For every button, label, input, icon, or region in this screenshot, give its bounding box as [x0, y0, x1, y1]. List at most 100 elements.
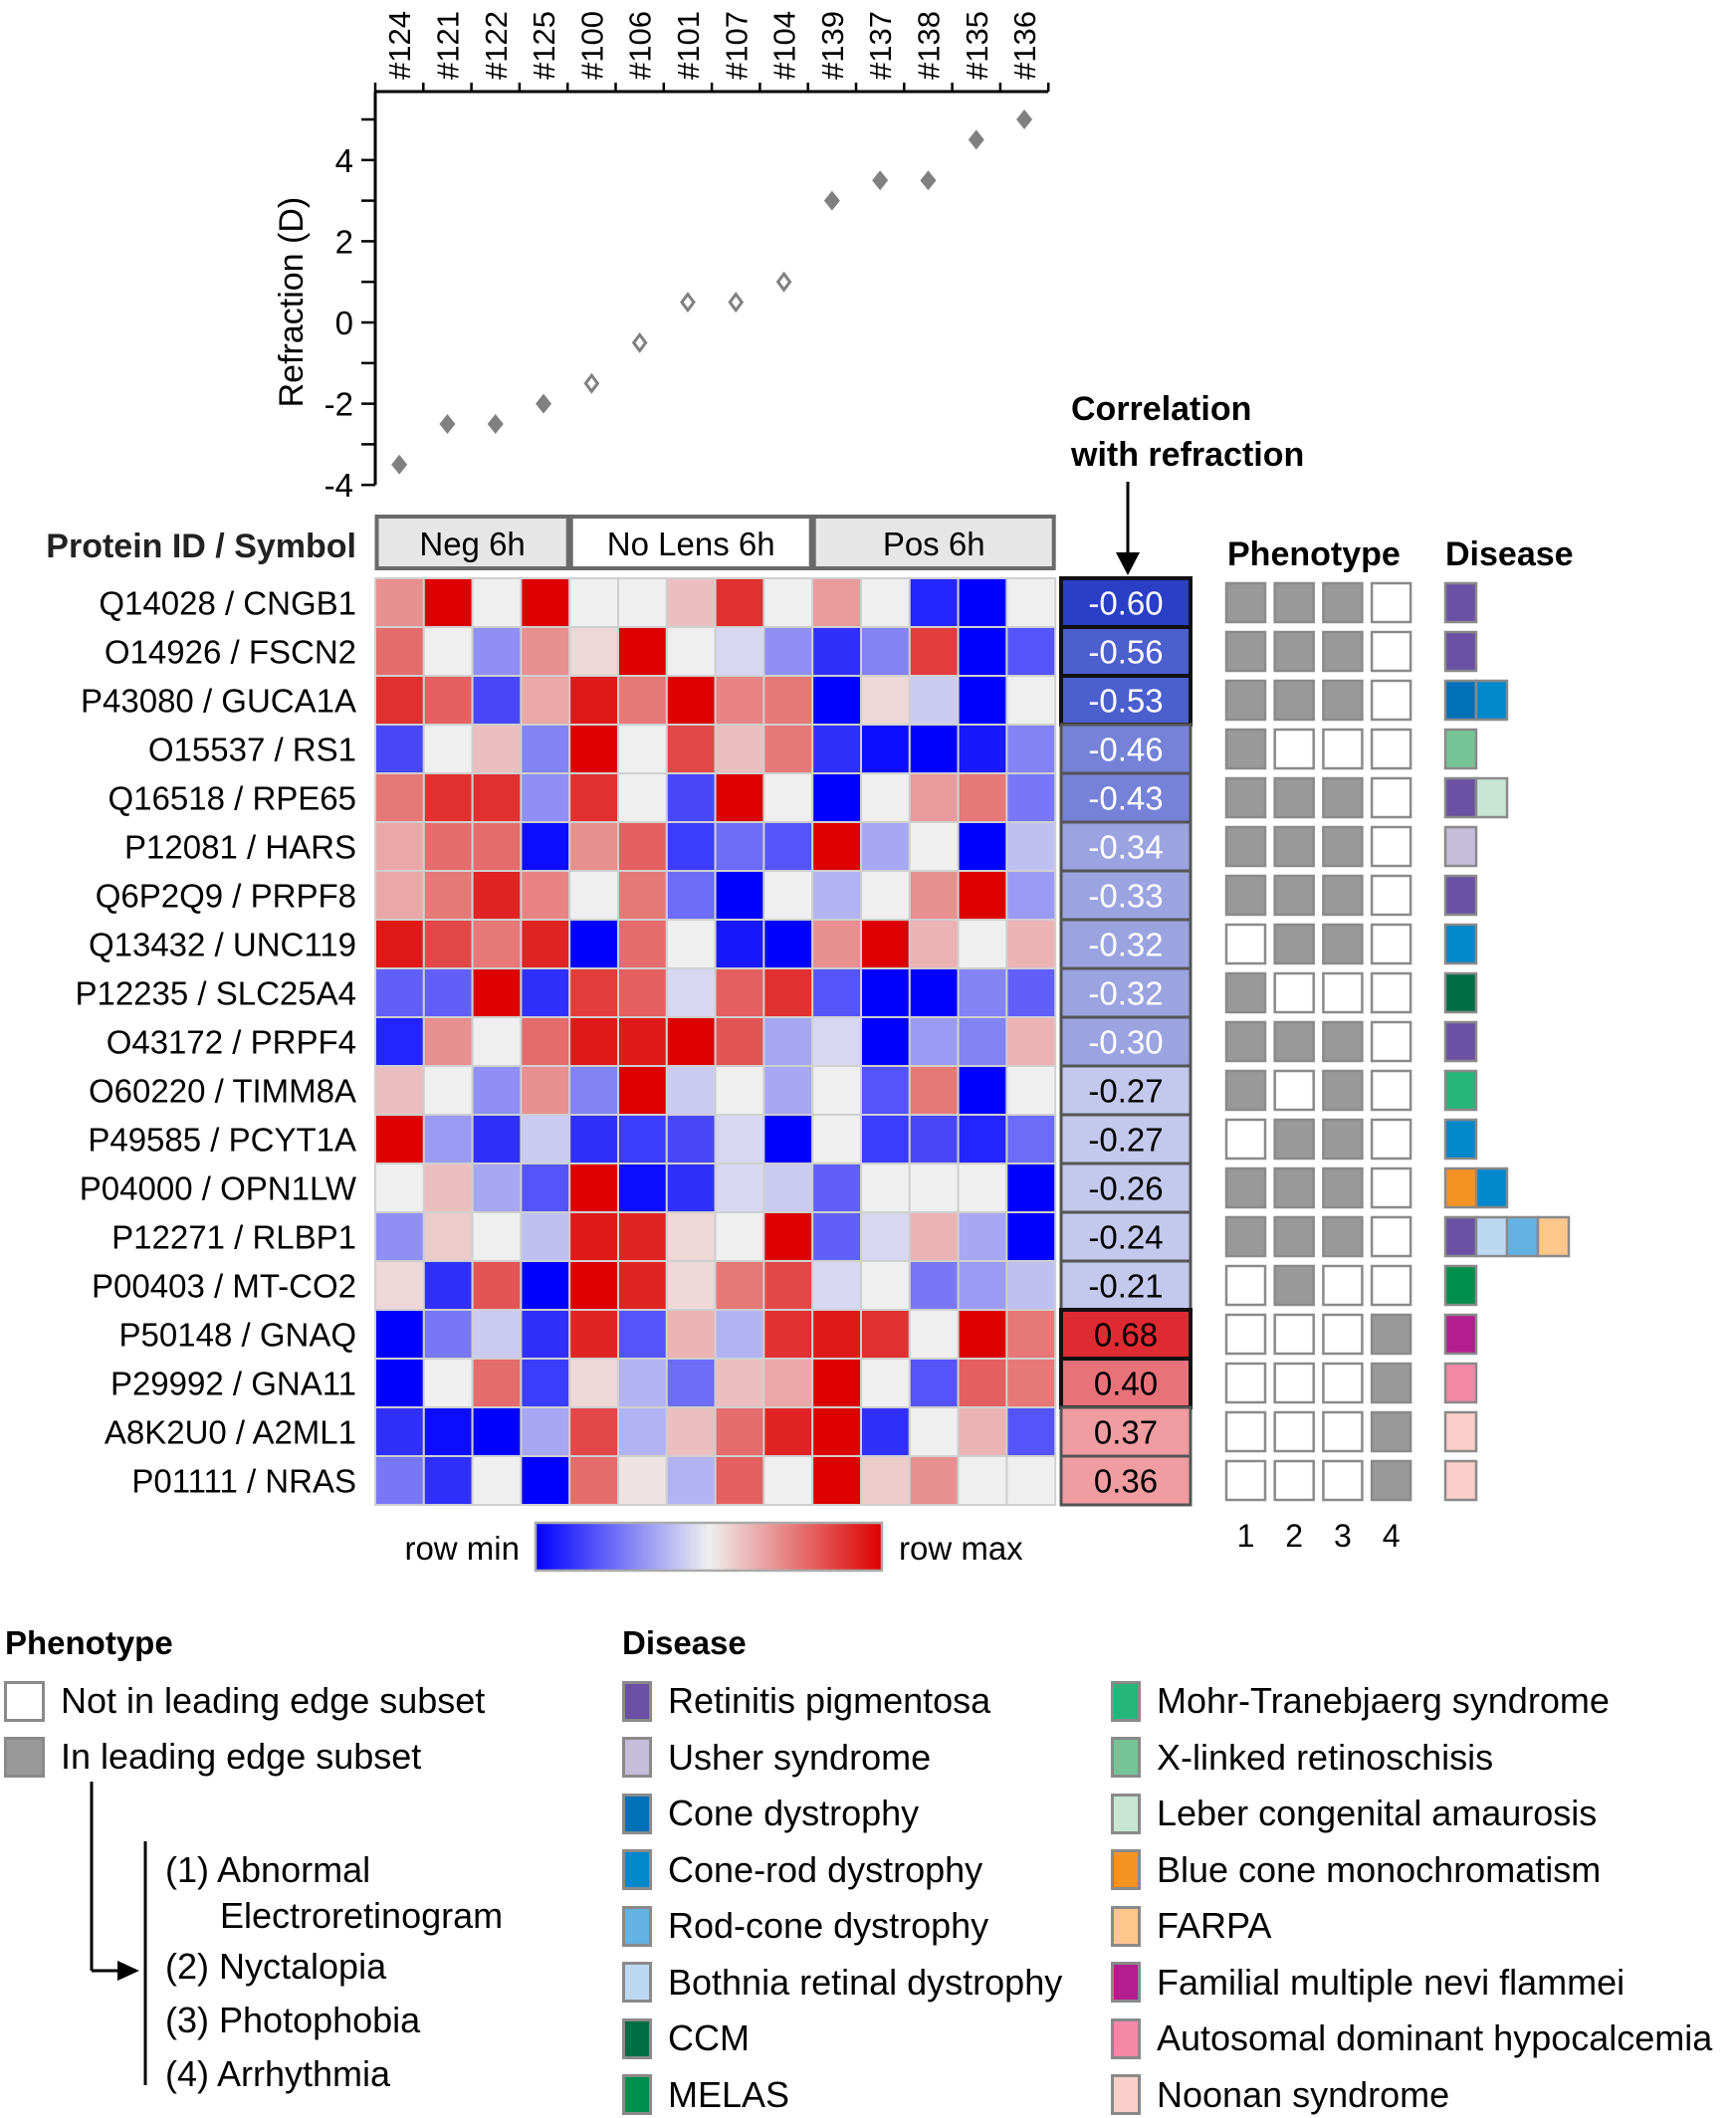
- heatmap-cell: [714, 1114, 765, 1165]
- disease-legend-label: Mohr-Tranebjaerg syndrome: [1157, 1680, 1610, 1721]
- heatmap-cell: [714, 1406, 765, 1457]
- disease-legend-label: Leber congenital amaurosis: [1157, 1793, 1598, 1833]
- phenotype-cell-out: [1370, 1069, 1412, 1112]
- heatmap-cell: [957, 724, 1008, 774]
- heatmap-cell: [520, 1455, 571, 1506]
- disease-legend-item: Rod-cone dystrophy: [622, 1905, 988, 1947]
- phenotype-cell-out: [1370, 630, 1412, 673]
- heatmap-cell: [374, 626, 425, 677]
- disease-legend-label: FARPA: [1157, 1905, 1272, 1946]
- heatmap-cell: [617, 1114, 668, 1165]
- heatmap-cell: [811, 919, 863, 969]
- disease-legend-item: CCM: [622, 2017, 750, 2059]
- heatmap-cell: [1005, 577, 1057, 628]
- heatmap-cell: [568, 967, 620, 1018]
- heatmap-cell: [714, 1163, 765, 1213]
- heatmap-cell: [714, 772, 765, 823]
- heatmap-cell: [422, 1406, 474, 1457]
- phenotype-item-label: Nyctalopia: [219, 1946, 387, 1987]
- heatmap-cell: [617, 1065, 668, 1116]
- heatmap-cell: [714, 675, 765, 726]
- correlation-cell: [1059, 869, 1193, 922]
- phenotype-cell-out: [1322, 1362, 1364, 1404]
- heatmap-cell: [957, 1455, 1008, 1506]
- heatmap-cell: [617, 1211, 668, 1262]
- heatmap-cell: [908, 821, 960, 872]
- phenotype-cell-out: [1224, 1459, 1267, 1502]
- heatmap-cell: [860, 1309, 911, 1360]
- data-point-filled: [439, 414, 456, 434]
- heatmap-cell: [665, 1114, 717, 1165]
- column-group-header: [374, 515, 570, 570]
- heatmap-cell: [568, 1309, 620, 1360]
- heatmap-cell: [762, 1016, 814, 1067]
- phenotype-cell-out: [1224, 1362, 1267, 1404]
- row-label: O43172 / PRPF4: [107, 1024, 356, 1061]
- phenotype-cell-in: [1370, 1313, 1412, 1356]
- phenotype-cell-in: [1273, 1020, 1315, 1063]
- heatmap-cell: [374, 1163, 425, 1213]
- heatmap-cell: [860, 626, 911, 677]
- correlation-value: 0.36: [1094, 1463, 1158, 1500]
- x-tick-label: #122: [479, 11, 514, 80]
- phenotype-cell-out: [1370, 679, 1412, 722]
- x-tick-label: #100: [574, 11, 609, 80]
- heatmap-cell: [811, 1309, 863, 1360]
- heatmap-cell: [422, 1065, 474, 1116]
- phenotype-cell-in: [1273, 630, 1315, 673]
- phenotype-cell-out: [1224, 1410, 1267, 1453]
- phenotype-cell-in: [1322, 1020, 1364, 1063]
- heatmap-cell: [520, 821, 571, 872]
- heatmap-cell: [422, 1114, 474, 1165]
- heatmap-cell: [1005, 1065, 1057, 1116]
- heatmap-cell: [811, 1016, 863, 1067]
- heatmap-cell: [471, 1309, 523, 1360]
- disease-legend-swatch: [622, 1962, 652, 2003]
- heatmap-cell: [957, 919, 1008, 969]
- heatmap-cell: [957, 1163, 1008, 1213]
- heatmap-cell: [714, 919, 765, 969]
- x-tick-label: #125: [527, 11, 561, 80]
- disease-legend-swatch: [622, 1793, 652, 1834]
- heatmap-cell: [665, 724, 717, 774]
- heatmap-cell: [811, 1114, 863, 1165]
- heatmap-cell: [422, 577, 474, 628]
- disease-legend-label: Noonan syndrome: [1157, 2073, 1450, 2115]
- phenotype-column-label: 4: [1383, 1518, 1401, 1554]
- phenotype-cell-in: [1370, 1362, 1412, 1404]
- disease-cell: [1443, 1069, 1478, 1112]
- heatmap-cell: [520, 870, 571, 921]
- correlation-value: -0.27: [1088, 1122, 1163, 1159]
- disease-legend-swatch: [622, 2074, 652, 2115]
- colorbar-gradient-bar: [534, 1521, 884, 1573]
- heatmap-cell: [811, 626, 863, 677]
- heatmap-cell: [1005, 675, 1057, 726]
- heatmap-cell: [374, 1016, 425, 1067]
- heatmap-cell: [714, 967, 765, 1018]
- heatmap-cell: [617, 870, 668, 921]
- heatmap-cell: [1005, 919, 1057, 969]
- x-tick-label: #124: [382, 11, 417, 80]
- phenotype-cell-in: [1273, 874, 1315, 917]
- heatmap-cell: [520, 1016, 571, 1067]
- heatmap-cell: [374, 1260, 425, 1311]
- phenotype-item-label: Abnormal: [217, 1849, 371, 1890]
- disease-legend-label: CCM: [668, 2017, 750, 2058]
- phenotype-column-label: 3: [1334, 1518, 1352, 1554]
- heatmap-cell: [471, 1455, 523, 1506]
- phenotype-cell-in: [1322, 1118, 1364, 1161]
- phenotype-cell-out: [1273, 728, 1315, 770]
- heatmap-cell: [422, 626, 474, 677]
- correlation-cell: [1059, 1064, 1193, 1117]
- heatmap-cell: [374, 724, 425, 774]
- heatmap-cell: [957, 1211, 1008, 1262]
- y-tick-label: 0: [335, 305, 353, 341]
- disease-cell: [1443, 971, 1478, 1014]
- disease-cell: [1443, 874, 1478, 917]
- heatmap-cell: [665, 919, 717, 969]
- heatmap-cell: [422, 1309, 474, 1360]
- heatmap-cell: [374, 870, 425, 921]
- heatmap-cell: [617, 724, 668, 774]
- disease-legend-swatch: [622, 1680, 652, 1722]
- heatmap-cell: [957, 1114, 1008, 1165]
